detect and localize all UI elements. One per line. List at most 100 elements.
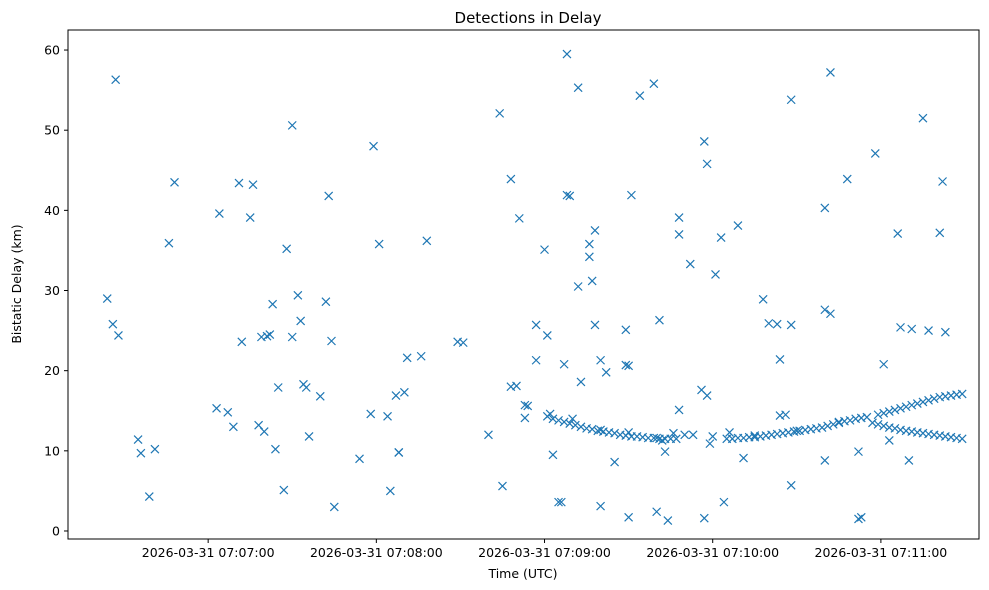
plot-area-frame [67, 29, 980, 540]
data-point-marker [391, 391, 401, 400]
x-tick-label: 2026-03-31 07:07:00 [142, 545, 275, 560]
data-point-marker [688, 430, 698, 440]
data-point-marker [711, 270, 720, 279]
data-point-marker [854, 514, 863, 524]
data-point-marker [245, 213, 255, 222]
data-point-marker [884, 407, 894, 416]
data-point-marker [259, 427, 269, 437]
data-point-marker [957, 389, 967, 399]
y-tick-label: 50 [44, 123, 60, 138]
data-point-marker [385, 486, 395, 496]
data-point-marker [596, 425, 606, 435]
data-point-marker [626, 190, 636, 200]
data-point-marker [842, 174, 852, 184]
data-point-marker [708, 431, 718, 441]
data-point-marker [671, 434, 681, 444]
data-point-marker [938, 177, 947, 186]
x-axis-label: Time (UTC) [487, 566, 557, 581]
data-point-marker [685, 259, 695, 269]
data-point-marker [826, 68, 835, 77]
data-point-marker [907, 400, 917, 410]
data-point-marker [559, 417, 569, 427]
data-point-marker [495, 108, 505, 118]
x-tick-label: 2026-03-31 07:11:00 [815, 545, 948, 560]
data-point-marker [823, 421, 833, 431]
data-point-marker [329, 502, 339, 512]
data-point-marker [568, 414, 577, 424]
data-point-marker [374, 239, 384, 249]
data-point-marker [901, 402, 911, 412]
data-point-marker [542, 411, 552, 421]
data-point-marker [399, 387, 409, 397]
data-point-marker [114, 330, 123, 340]
data-point-marker [879, 421, 889, 431]
data-point-marker [674, 213, 684, 222]
data-point-marker [237, 337, 247, 347]
data-point-marker [327, 336, 336, 346]
data-point-marker [422, 236, 432, 246]
data-points [102, 49, 967, 525]
data-point-marker [102, 294, 112, 303]
data-point-marker [164, 238, 174, 248]
data-point-marker [873, 410, 883, 420]
data-point-marker [879, 408, 889, 418]
data-point-marker [739, 453, 748, 463]
data-point-marker [918, 113, 928, 123]
data-point-marker [531, 355, 541, 365]
data-point-marker [523, 401, 533, 411]
data-point-marker [624, 512, 634, 522]
data-point-marker [273, 383, 283, 392]
data-point-marker [935, 228, 945, 238]
data-point-marker [764, 318, 774, 328]
data-point-marker [699, 513, 709, 523]
data-point-marker [719, 497, 729, 507]
data-point-marker [304, 431, 314, 441]
data-point-marker [610, 428, 620, 438]
data-point-marker [873, 419, 883, 429]
data-point-marker [287, 332, 297, 342]
data-point-marker [559, 359, 569, 369]
data-point-marker [562, 190, 572, 200]
data-point-marker [265, 330, 275, 340]
data-point-marker [315, 391, 325, 401]
data-point-marker [868, 418, 877, 428]
data-point-marker [929, 394, 939, 404]
data-point-marker [660, 447, 670, 457]
data-point-marker [324, 191, 334, 201]
data-point-marker [170, 177, 179, 187]
data-point-marker [705, 439, 715, 449]
data-point-marker [674, 229, 684, 239]
data-point-marker [896, 322, 905, 332]
data-point-marker [817, 423, 827, 433]
data-point-marker [223, 407, 233, 417]
data-point-marker [520, 413, 530, 423]
data-point-marker [907, 324, 917, 334]
data-point-marker [924, 326, 933, 336]
data-point-marker [296, 316, 306, 326]
data-point-marker [394, 448, 404, 457]
data-point-marker [610, 457, 620, 467]
data-point-marker [635, 91, 645, 101]
y-tick-label: 40 [44, 203, 60, 218]
data-point-marker [369, 141, 378, 151]
data-point-marker [565, 419, 575, 428]
data-point-marker [150, 444, 160, 454]
data-point-marker [576, 422, 586, 432]
data-point-marker [596, 355, 606, 365]
y-tick-label: 60 [44, 43, 60, 58]
data-point-marker [542, 330, 552, 340]
data-point-marker [750, 431, 760, 441]
data-point-marker [234, 178, 244, 188]
data-point-marker [699, 136, 709, 146]
data-point-marker [416, 351, 426, 361]
y-axis: 0 10 20 30 40 50 60 [44, 43, 68, 538]
data-point-marker [556, 497, 566, 507]
data-point-marker [870, 149, 880, 158]
data-point-marker [136, 448, 146, 458]
y-axis-label: Bistatic Delay (km) [9, 224, 24, 343]
data-point-marker [531, 320, 541, 330]
data-point-marker [621, 360, 631, 370]
data-point-marker [834, 417, 844, 427]
data-point-marker [884, 435, 894, 445]
